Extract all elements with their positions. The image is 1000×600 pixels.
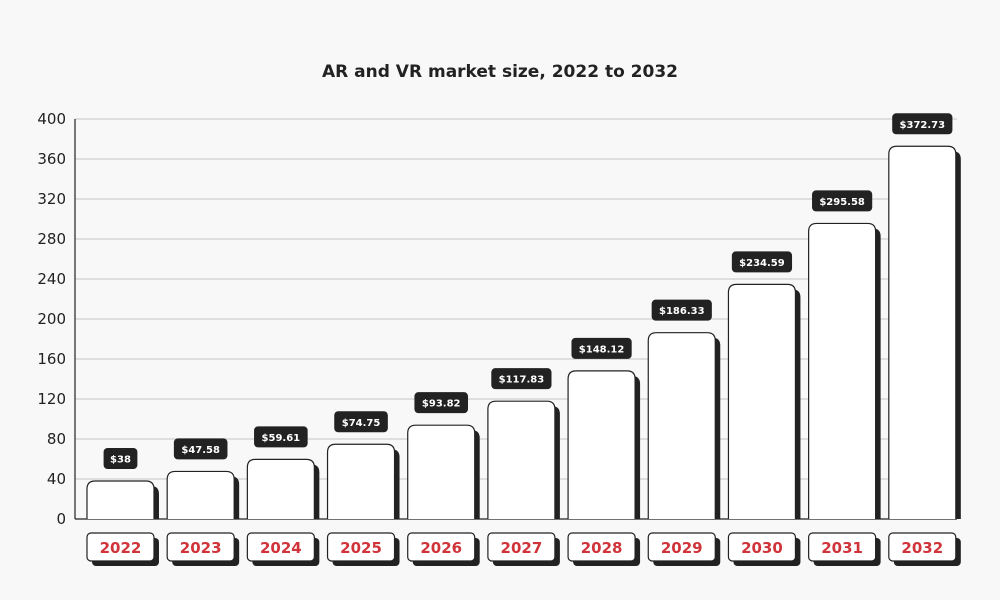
y-tick-label: 400 [37, 110, 66, 128]
data-label-bg [491, 368, 552, 390]
x-tick-label: 2030 [741, 539, 783, 557]
bar [808, 222, 877, 519]
x-tick-label: 2031 [821, 539, 863, 557]
y-tick-label: 80 [47, 430, 66, 448]
data-label: $295.58 [819, 197, 865, 208]
x-tick-label: 2032 [901, 539, 943, 557]
data-label-bg [731, 251, 793, 273]
data-label-bg [254, 426, 308, 448]
category-box [86, 532, 155, 562]
bar [246, 458, 315, 519]
y-tick-label: 320 [37, 190, 66, 208]
bar [487, 400, 556, 519]
bar [647, 332, 716, 519]
x-tick-label: 2025 [340, 539, 382, 557]
bar [407, 424, 476, 519]
data-label-bg [334, 411, 388, 433]
data-label-bg [892, 113, 953, 135]
category-box [808, 532, 877, 562]
chart-title: AR and VR market size, 2022 to 2032 [322, 62, 678, 82]
category-box [166, 532, 235, 562]
x-tick-label: 2027 [501, 539, 543, 557]
bar [567, 370, 636, 519]
category-box [727, 532, 797, 562]
category-box [647, 532, 716, 562]
data-label: $186.33 [659, 306, 705, 317]
category-box [567, 532, 636, 562]
category-box [888, 532, 957, 562]
y-tick-label: 40 [47, 470, 66, 488]
y-tick-label: 0 [56, 510, 66, 528]
data-label-bg [571, 337, 632, 359]
category-box [407, 532, 476, 562]
x-tick-label: 2028 [581, 539, 623, 557]
bar [86, 480, 155, 519]
data-label-bg [651, 299, 712, 321]
data-label-bg [812, 190, 873, 212]
data-label: $38 [110, 455, 131, 466]
x-tick-label: 2029 [661, 539, 703, 557]
data-label-bg [414, 392, 469, 414]
x-tick-label: 2026 [420, 539, 462, 557]
y-tick-label: 120 [37, 390, 66, 408]
category-box [326, 532, 396, 562]
data-label: $117.83 [499, 375, 545, 386]
data-label-bg [173, 438, 228, 460]
data-label: $148.12 [579, 344, 625, 355]
x-tick-label: 2024 [260, 539, 302, 557]
y-tick-label: 280 [37, 230, 66, 248]
data-label: $74.75 [342, 418, 381, 429]
bar [888, 145, 957, 519]
data-label: $59.61 [262, 433, 301, 444]
data-label-bg [103, 448, 138, 469]
y-tick-label: 160 [37, 350, 66, 368]
data-label: $372.73 [900, 120, 946, 131]
bar [727, 283, 797, 519]
data-label: $47.58 [181, 445, 220, 456]
y-tick-label: 360 [37, 150, 66, 168]
bar [166, 470, 235, 519]
x-tick-label: 2023 [180, 539, 222, 557]
y-tick-label: 240 [37, 270, 66, 288]
data-label: $93.82 [422, 399, 461, 410]
data-label: $234.59 [739, 258, 785, 269]
bar [326, 443, 396, 519]
category-box [246, 532, 315, 562]
x-tick-label: 2022 [100, 539, 142, 557]
category-box [487, 532, 556, 562]
y-tick-label: 200 [37, 310, 66, 328]
